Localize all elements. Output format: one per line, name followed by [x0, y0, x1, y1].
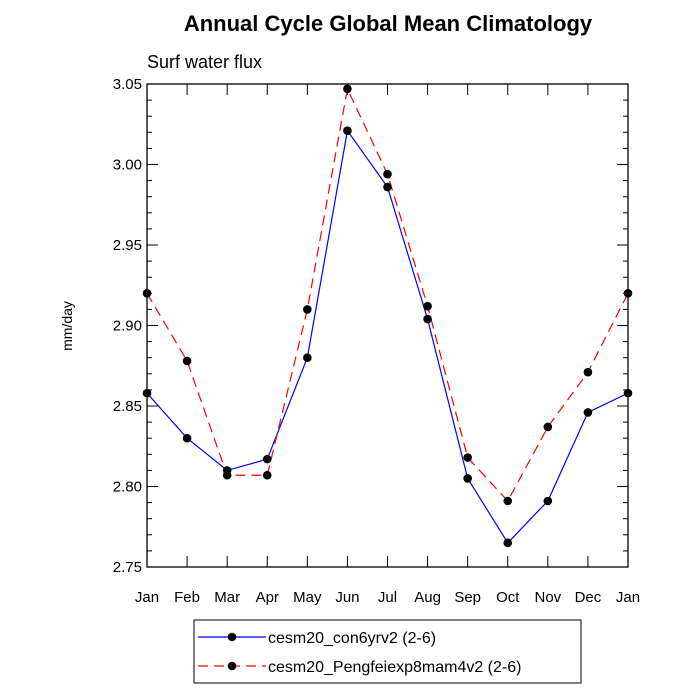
y-tick-label: 2.95 [113, 237, 142, 254]
chart-title: Annual Cycle Global Mean Climatology [184, 11, 593, 36]
series-1-point [142, 388, 152, 398]
series-2-point [222, 470, 232, 480]
series-2-point [303, 305, 312, 314]
series-2-point [583, 367, 593, 377]
series-1-point [463, 474, 472, 483]
x-tick-label: Mar [214, 589, 240, 606]
y-tick-label: 3.00 [113, 157, 142, 174]
series-2-point [423, 301, 432, 311]
y-tick-label: 2.80 [113, 479, 142, 496]
x-tick-label: Jan [616, 589, 640, 606]
series-1-point [262, 454, 272, 464]
x-tick-label: Nov [534, 589, 561, 606]
series-2-point [623, 289, 633, 298]
plot-frame [146, 83, 629, 568]
legend-marker-1 [227, 632, 237, 642]
series-1-point [423, 314, 432, 324]
x-tick-label: Jun [335, 589, 359, 606]
series-1-point [543, 496, 553, 506]
series-2-point [262, 470, 272, 480]
series-1-point [182, 433, 192, 443]
legend-box [193, 619, 582, 684]
x-tick-label: Apr [256, 589, 279, 606]
x-tick-label: Sep [454, 589, 481, 606]
series-2-point [463, 453, 472, 462]
series-2-point [543, 422, 553, 432]
chart-subtitle: Surf water flux [147, 52, 262, 72]
legend-label-1: cesm20_con6yrv2 (2-6) [268, 630, 436, 647]
series-2-point [503, 496, 513, 506]
x-tick-label: Feb [174, 589, 200, 606]
series-2-point [182, 356, 192, 366]
series-line-2 [146, 86, 629, 503]
series-2-point [142, 289, 152, 298]
x-tick-label: Aug [414, 589, 441, 606]
y-tick-label: 2.85 [113, 398, 142, 415]
series-1-point [503, 538, 513, 548]
legend-label-2: cesm20_Pengfeiexp8mam4v2 (2-6) [268, 659, 521, 676]
plot-layer: 2.75 2.80 2.85 2.90 2.95 3.00 3.05 Jan Feb Mar Apr… [113, 76, 640, 606]
series-1-point [583, 408, 593, 417]
x-tick-label: Jul [378, 589, 397, 606]
y-tick-label: 3.05 [113, 76, 142, 93]
x-tick-label: May [293, 589, 322, 606]
series-1-point [383, 182, 392, 192]
y-tick-label: 2.75 [113, 559, 142, 576]
series-1-point [343, 126, 352, 135]
series-1-point [303, 353, 312, 363]
x-tick-label: Oct [496, 589, 520, 606]
series-line-1 [146, 129, 629, 544]
y-axis-label: mm/day [59, 301, 75, 351]
y-tick-label: 2.90 [113, 318, 142, 335]
x-tick-label: Dec [575, 589, 602, 606]
x-tick-label: Jan [135, 589, 159, 606]
legend: cesm20_con6yrv2 (2-6) cesm20_Pengfeiexp8m… [193, 619, 582, 684]
series-1-point [623, 388, 633, 398]
series-2-point [383, 169, 392, 179]
series-2-point [343, 84, 352, 94]
legend-marker-2 [227, 661, 237, 671]
